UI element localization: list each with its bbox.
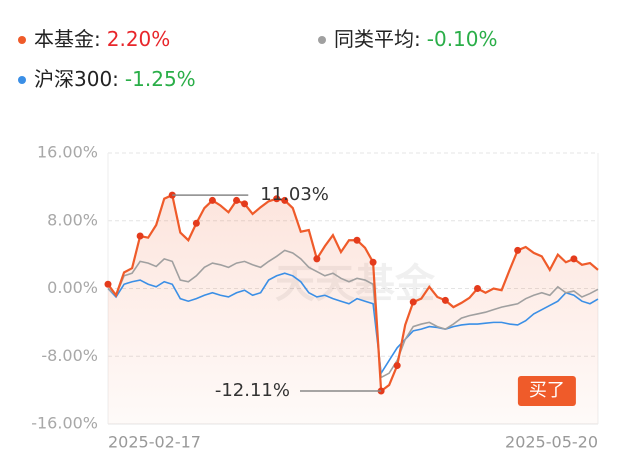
series-line <box>107 249 599 379</box>
x-tick-label: 2025-02-17 <box>108 433 201 452</box>
annotation-label: -12.11% <box>215 380 290 401</box>
legend-dot <box>18 36 26 44</box>
buy-badge <box>517 376 576 406</box>
legend-entry: 沪深300: -1.25% <box>34 67 196 91</box>
legend-entry: 同类平均: -0.10% <box>334 27 498 51</box>
fund-dot <box>313 255 321 263</box>
series-line <box>107 272 599 376</box>
fund-dot <box>273 195 281 203</box>
y-tick-label: 0.00% <box>47 278 98 297</box>
y-tick-label: 16.00% <box>37 143 98 162</box>
legend-name: 同类平均: <box>334 27 421 51</box>
fund-dot <box>393 362 401 370</box>
fund-dot <box>136 232 144 240</box>
fund-dot <box>441 296 449 304</box>
legend-value: -0.10% <box>427 27 498 51</box>
fund-dot <box>369 258 377 266</box>
fund-dot <box>104 280 112 288</box>
x-tick-label: 2025-05-20 <box>505 433 598 452</box>
fund-dot <box>233 196 241 204</box>
fund-dot <box>353 236 361 244</box>
legend: 本基金: 2.20% 同类平均: -0.10% 沪深300: -1.25% <box>18 27 498 91</box>
series-line <box>107 193 599 394</box>
plot: 16.00% 8.00% 0.00% -8.00% -16.00% 2025-02-17 2… <box>31 143 599 452</box>
fund-dot <box>409 298 417 306</box>
fund-dot <box>241 200 249 208</box>
legend-value: 2.20% <box>107 27 171 51</box>
y-tick-label: -8.00% <box>41 346 98 365</box>
y-tick-label: -16.00% <box>31 414 98 433</box>
fund-area <box>108 195 598 424</box>
buy-label: 买了 <box>529 380 565 401</box>
fund-dot <box>192 219 200 227</box>
fund-dot <box>208 196 216 204</box>
fund-dot <box>570 255 578 263</box>
fund-dot <box>281 196 289 204</box>
legend-name: 沪深300: <box>34 67 119 91</box>
fund-dot <box>474 285 482 292</box>
fund-dot <box>514 246 522 254</box>
legend-name: 本基金: <box>34 27 101 51</box>
y-tick-label: 8.00% <box>47 210 98 229</box>
legend-entry: 本基金: 2.20% <box>34 27 170 51</box>
legend-dot <box>318 36 326 44</box>
legend-value: -1.25% <box>125 67 196 91</box>
legend-dot <box>18 76 26 84</box>
annotation-label: 11.03% <box>260 184 329 205</box>
